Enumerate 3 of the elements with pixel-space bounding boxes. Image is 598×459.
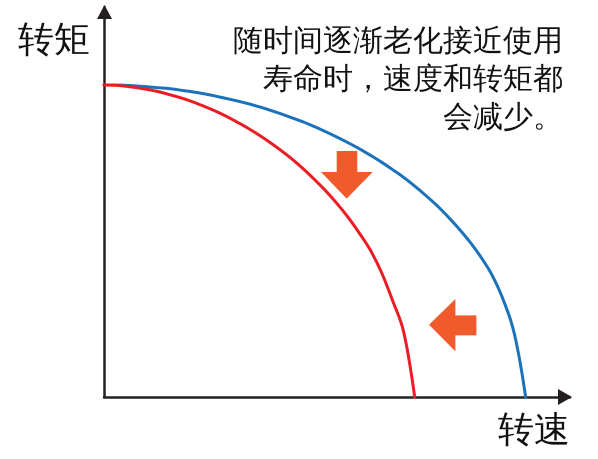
x-axis-title: 转速	[498, 408, 570, 450]
y-axis-title: 转矩	[18, 18, 90, 60]
annotation: 随时间逐渐老化接近使用寿命时，速度和转矩都会减少。	[233, 24, 563, 134]
